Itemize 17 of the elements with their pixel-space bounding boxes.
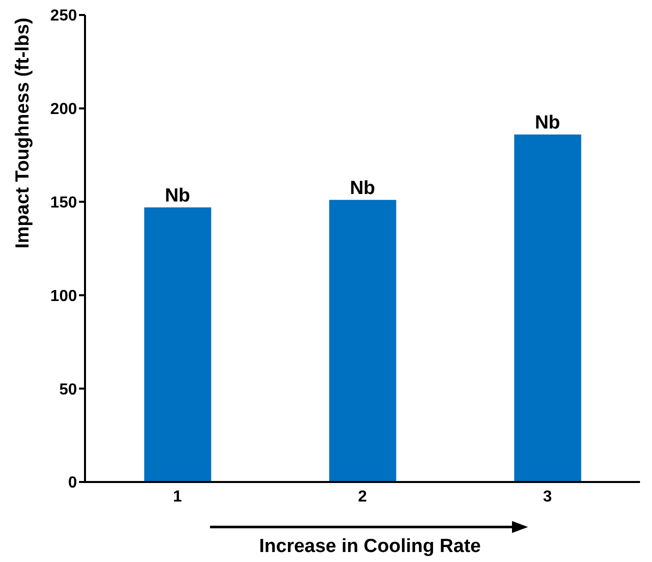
annotation: Nb [164, 185, 190, 206]
y-tick-label: 100 [50, 288, 78, 305]
x-tick-label: 2 [358, 488, 368, 506]
x-axis-title: Increase in Cooling Rate [258, 536, 482, 558]
bar [329, 200, 396, 482]
y-tick-label: 250 [50, 8, 78, 25]
annotation: Nb [534, 112, 560, 134]
y-tick-label: 0 [68, 474, 78, 492]
x-tick-label: 1 [173, 488, 182, 506]
y-tick-label: 50 [59, 381, 78, 398]
bar [514, 134, 582, 482]
y-axis-title: Impact Toughness (ft-lbs) [12, 18, 34, 248]
annotation: Nb [350, 178, 376, 199]
bar [144, 207, 212, 482]
y-tick-label: 150 [50, 194, 78, 212]
y-tick-label: 200 [50, 101, 78, 118]
x-tick-label: 3 [543, 488, 552, 506]
